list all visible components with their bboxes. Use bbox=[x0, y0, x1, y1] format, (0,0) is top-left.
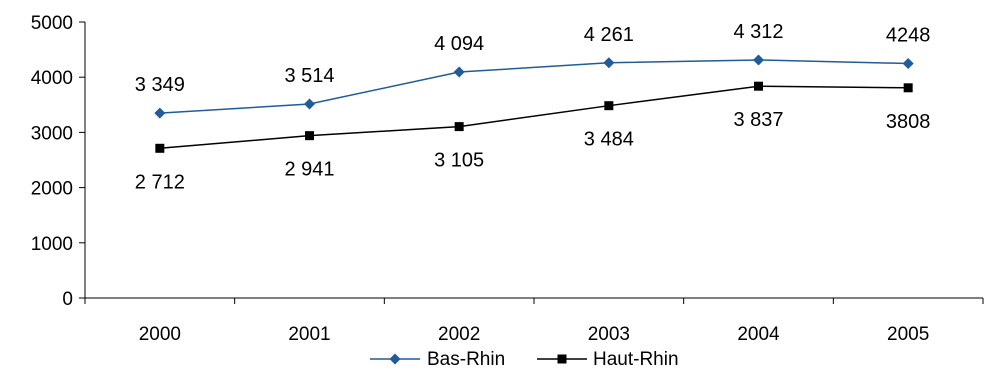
x-tick-label: 2003 bbox=[588, 324, 630, 345]
data-label: 2 941 bbox=[284, 159, 334, 181]
data-point bbox=[604, 101, 614, 111]
y-tick-label: 0 bbox=[62, 289, 73, 310]
x-tick-label: 2004 bbox=[737, 324, 780, 345]
x-tick-label: 2005 bbox=[887, 324, 929, 345]
data-label: 4 094 bbox=[434, 33, 484, 55]
data-point bbox=[902, 58, 914, 70]
data-point bbox=[304, 98, 315, 110]
x-tick-label: 2000 bbox=[139, 324, 181, 345]
x-tick-label: 2001 bbox=[288, 324, 330, 345]
legend-marker bbox=[557, 354, 567, 364]
data-label: 3808 bbox=[886, 111, 931, 133]
data-label: 4 312 bbox=[733, 21, 783, 43]
data-label: 3 514 bbox=[284, 65, 334, 87]
x-tick-label: 2002 bbox=[438, 324, 480, 345]
data-point bbox=[154, 107, 166, 119]
data-label: 4248 bbox=[886, 25, 931, 47]
data-point bbox=[603, 57, 615, 69]
data-point bbox=[155, 143, 165, 153]
data-point bbox=[903, 83, 913, 93]
data-point bbox=[454, 122, 464, 132]
legend-label: Haut-Rhin bbox=[593, 349, 679, 370]
series-line-bas-rhin bbox=[159, 59, 909, 114]
y-tick-label: 5000 bbox=[31, 13, 73, 34]
data-label: 3 837 bbox=[733, 109, 783, 131]
data-point bbox=[453, 66, 465, 78]
data-label: 3 349 bbox=[135, 74, 185, 96]
data-point bbox=[305, 131, 314, 141]
series-line-haut-rhin bbox=[159, 85, 909, 150]
data-label: 2 712 bbox=[135, 171, 185, 193]
y-tick-label: 3000 bbox=[31, 123, 73, 144]
y-tick-label: 2000 bbox=[31, 179, 73, 200]
data-point bbox=[754, 81, 763, 91]
data-label: 3 105 bbox=[434, 150, 484, 172]
legend-label: Bas-Rhin bbox=[427, 349, 505, 370]
data-label: 3 484 bbox=[584, 129, 634, 151]
data-label: 4 261 bbox=[584, 24, 634, 46]
y-tick-label: 1000 bbox=[31, 234, 73, 255]
data-point bbox=[753, 54, 764, 66]
y-tick-label: 4000 bbox=[31, 68, 73, 89]
legend-marker bbox=[389, 353, 401, 365]
